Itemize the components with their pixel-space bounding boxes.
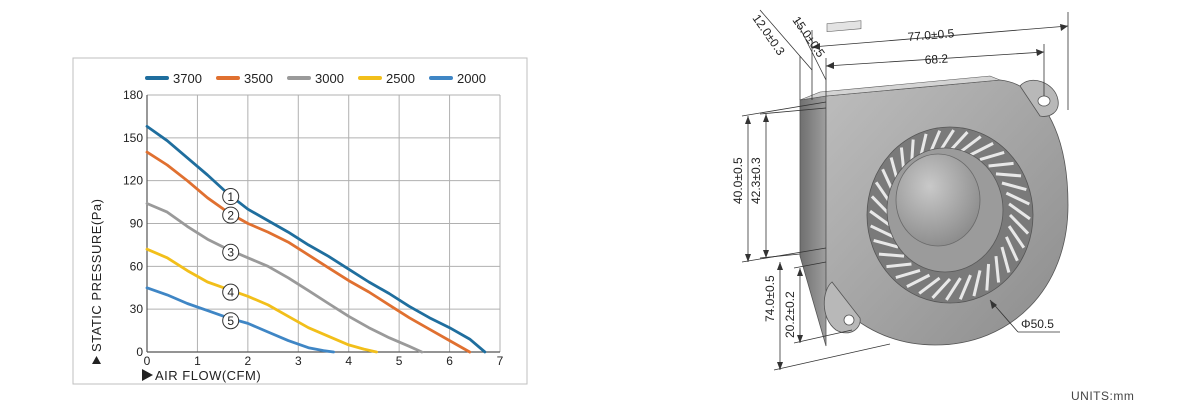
dimension-20: 20.2±0.2 xyxy=(783,291,797,338)
x-axis-label: AIR FLOW(CFM) xyxy=(155,368,261,383)
impeller-blade xyxy=(985,263,991,291)
series-line-3000 xyxy=(145,202,424,354)
x-axis-arrow-icon xyxy=(142,369,153,381)
series-line-2500 xyxy=(145,247,378,354)
chart-series-markers: 1 2 3 4 5 xyxy=(222,188,240,330)
impeller-blade xyxy=(1005,191,1030,206)
series-line-2000 xyxy=(145,286,336,354)
y-tick-label-6: 180 xyxy=(123,88,143,102)
impeller-blade xyxy=(958,274,972,300)
impeller-blade xyxy=(906,273,931,288)
impeller-blade xyxy=(870,224,895,239)
impeller-blade xyxy=(994,255,1001,283)
series-marker-label-3000: 3 xyxy=(227,246,234,260)
dimension-77: 77.0±0.5 xyxy=(907,26,955,44)
impeller-blade xyxy=(918,276,941,295)
impeller-blade xyxy=(959,135,982,154)
dimension-42: 42.3±0.3 xyxy=(749,157,763,204)
impeller-blade xyxy=(886,262,912,269)
impeller-blade xyxy=(1007,225,1026,249)
blower-fan-icon xyxy=(799,20,1069,347)
impeller-blade xyxy=(1005,236,1019,262)
impeller-blade xyxy=(972,270,982,297)
dimension-arrows xyxy=(745,24,1068,370)
impeller-blade xyxy=(995,172,1022,178)
chart-legend: 3700 3500 3000 2500 2000 xyxy=(145,71,486,86)
dimension-phi: Φ50.5 xyxy=(1021,317,1054,331)
legend-label-3000: 3000 xyxy=(315,71,344,86)
y-tick-label-2: 60 xyxy=(130,259,144,273)
dimension-15: 15.0±0.5 xyxy=(790,14,828,60)
y-tick-label-0: 0 xyxy=(136,345,143,359)
impeller-blade xyxy=(1008,202,1031,221)
dimension-68: 68.2 xyxy=(924,51,949,66)
x-tick-label-7: 7 xyxy=(497,354,504,368)
x-tick-label-6: 6 xyxy=(446,354,453,368)
x-tick-label-4: 4 xyxy=(345,354,352,368)
legend-label-2500: 2500 xyxy=(386,71,415,86)
impeller-blade xyxy=(873,238,899,249)
impeller-blade xyxy=(931,277,952,299)
impeller-blade xyxy=(895,268,921,280)
y-axis-arrow-icon xyxy=(92,356,101,364)
y-tick-label-1: 30 xyxy=(130,302,144,316)
y-tick-label-4: 120 xyxy=(123,174,143,188)
x-tick-label-2: 2 xyxy=(245,354,252,368)
series-marker-label-2500: 4 xyxy=(227,286,234,300)
impeller-blade xyxy=(969,142,994,157)
legend-label-3700: 3700 xyxy=(173,71,202,86)
legend-label-3500: 3500 xyxy=(244,71,273,86)
impeller-blade xyxy=(1000,246,1011,273)
dimension-40: 40.0±0.5 xyxy=(731,157,745,204)
y-tick-label-3: 90 xyxy=(130,217,144,231)
dimension-74: 74.0±0.5 xyxy=(763,275,777,322)
impeller-blade xyxy=(869,209,892,228)
series-marker-circle-2500 xyxy=(222,283,240,301)
legend-label-2000: 2000 xyxy=(457,71,486,86)
series-marker-circle-2000 xyxy=(222,312,240,330)
impeller-blade xyxy=(1008,213,1030,235)
impeller-blade xyxy=(988,161,1014,168)
units-label: UNITS:mm xyxy=(1071,389,1135,403)
impeller-blade xyxy=(1001,181,1027,192)
x-tick-label-5: 5 xyxy=(396,354,403,368)
x-tick-label-3: 3 xyxy=(295,354,302,368)
series-marker-circle-3500 xyxy=(222,206,240,224)
series-marker-label-2000: 5 xyxy=(227,314,234,328)
y-tick-label-5: 150 xyxy=(123,131,143,145)
series-line-3700 xyxy=(145,125,487,354)
series-marker-label-3500: 2 xyxy=(227,209,234,223)
x-tick-label-0: 0 xyxy=(144,354,151,368)
chart-series-lines xyxy=(145,125,487,354)
series-marker-circle-3700 xyxy=(222,188,240,206)
series-marker-label-3700: 1 xyxy=(227,190,234,204)
y-axis-label: STATIC PRESSURE(Pa) xyxy=(89,199,104,352)
impeller-blade xyxy=(878,252,905,258)
series-line-3500 xyxy=(145,150,472,354)
x-tick-label-1: 1 xyxy=(194,354,201,368)
impeller-blade xyxy=(945,277,962,301)
impeller-blade xyxy=(979,150,1005,162)
series-marker-circle-3000 xyxy=(222,243,240,261)
dimension-12: 12.0±0.3 xyxy=(750,12,788,58)
chart-tick-labels: 0 1 2 3 4 5 6 7 0 30 60 90 120 150 180 xyxy=(123,88,504,368)
impeller-blade xyxy=(948,131,969,153)
